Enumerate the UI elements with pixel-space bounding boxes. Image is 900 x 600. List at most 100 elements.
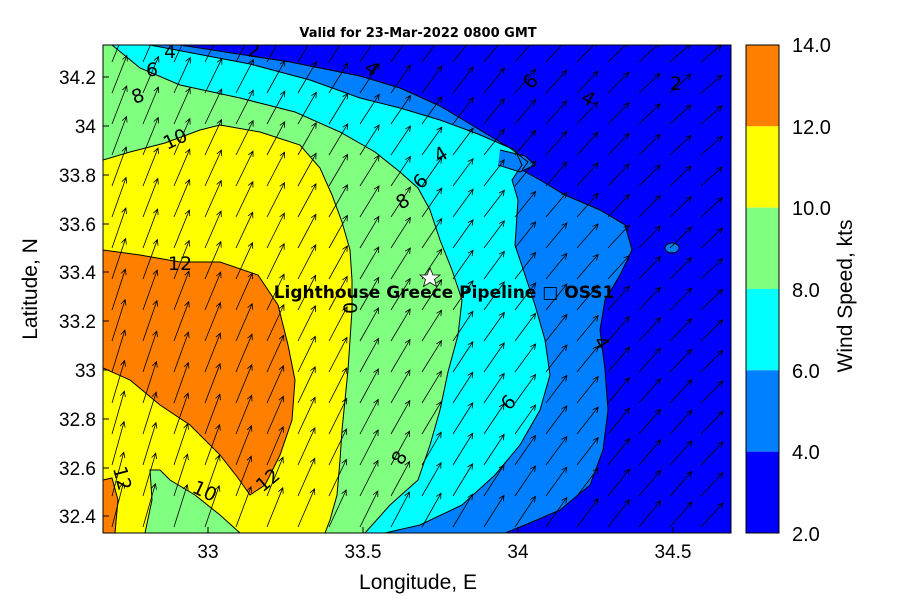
wind-arrow — [111, 329, 127, 373]
wind-arrow — [669, 165, 692, 187]
wind-arrow — [204, 210, 222, 249]
wind-arrow — [545, 69, 568, 94]
wind-arrow — [514, 465, 537, 497]
wind-arrow — [607, 71, 630, 94]
wind-arrow — [483, 220, 505, 249]
wind-arrow — [359, 215, 380, 249]
wind-arrow — [576, 284, 599, 311]
y-tick-label: 32.8 — [59, 410, 96, 431]
band-12-14 — [103, 250, 295, 495]
wind-arrow — [297, 335, 316, 373]
wind-arrow — [638, 378, 662, 404]
wind-arrow — [421, 278, 443, 311]
wind-arrow — [142, 360, 158, 404]
wind-arrow — [142, 421, 158, 466]
wind-arrow — [111, 146, 128, 187]
wind-arrow — [483, 128, 505, 156]
wind-arrow — [452, 127, 474, 156]
wind-arrow — [514, 312, 537, 342]
wind-arrow — [142, 299, 159, 342]
wind-arrow — [700, 166, 723, 187]
band-4-6-tongue — [498, 150, 535, 172]
wind-arrow — [700, 288, 724, 311]
wind-arrow — [452, 462, 474, 497]
x-axis: 33 33.5 34 34.5 Longitude, E — [197, 527, 691, 594]
wind-arrow — [297, 427, 316, 466]
colorbar-band — [746, 370, 779, 452]
colorbar-band — [746, 289, 779, 371]
wind-arrow — [173, 300, 190, 342]
wind-arrow — [173, 239, 191, 280]
wind-arrow — [669, 226, 693, 249]
wind-arrow — [421, 95, 443, 125]
wind-arrow — [390, 64, 412, 94]
wind-arrow — [607, 315, 630, 342]
wind-arrow — [111, 420, 126, 466]
wind-arrow — [607, 102, 630, 125]
wind-arrow — [266, 181, 285, 218]
wind-arrow — [328, 336, 348, 373]
wind-arrow — [297, 488, 316, 528]
wind-arrow — [266, 45, 278, 63]
y-tick-label: 32.6 — [59, 459, 96, 480]
wind-arrow — [359, 307, 380, 342]
wind-arrow — [328, 306, 348, 342]
wind-arrow — [452, 218, 474, 249]
wind-arrow — [266, 334, 285, 373]
wind-arrow — [483, 189, 505, 218]
wind-arrow — [669, 104, 692, 125]
wind-arrow — [700, 227, 724, 249]
wind-arrow — [328, 489, 347, 528]
wind-arrow — [452, 96, 474, 125]
wind-arrow — [545, 466, 568, 497]
wind-arrow — [204, 362, 221, 404]
contour-label: 0 — [340, 302, 362, 314]
contour-label: 6 — [146, 59, 158, 81]
wind-arrow — [545, 313, 568, 342]
wind-arrow — [452, 432, 474, 466]
site-star-icon — [418, 266, 442, 288]
wind-arrow — [514, 495, 536, 528]
wind-arrow — [173, 422, 189, 466]
wind-arrow — [204, 57, 223, 94]
wind-arrow — [576, 345, 599, 373]
wind-arrow — [483, 433, 505, 466]
colorbar-tick-label: 4.0 — [792, 442, 820, 464]
wind-arrow — [266, 59, 286, 94]
wind-arrow — [328, 153, 349, 187]
wind-arrow — [669, 45, 691, 63]
band-4-6-spot — [665, 243, 679, 253]
wind-arrow — [638, 469, 662, 497]
wind-arrow — [297, 91, 317, 125]
wind-arrow — [142, 391, 158, 435]
wind-arrow — [514, 190, 537, 218]
wind-arrow — [452, 188, 474, 218]
wind-arrow — [235, 89, 254, 125]
wind-arrow — [483, 45, 499, 63]
wind-arrow — [421, 217, 443, 249]
wind-arrow — [452, 249, 474, 280]
wind-arrow — [576, 45, 597, 63]
y-tick-label: 33.2 — [59, 312, 96, 333]
wind-arrow — [204, 118, 223, 156]
colorbar-tick-label: 6.0 — [792, 361, 820, 383]
wind-arrow — [638, 286, 662, 311]
wind-arrow — [204, 149, 222, 187]
wind-arrow — [576, 436, 599, 466]
wind-arrow — [452, 157, 474, 187]
wind-arrow — [607, 254, 630, 280]
colorbar-tick-label: 2.0 — [792, 524, 820, 546]
wind-arrow — [390, 94, 412, 125]
wind-arrow — [111, 176, 128, 218]
wind-arrow — [607, 163, 630, 187]
wind-arrow — [111, 207, 127, 249]
wind-arrow — [576, 253, 599, 280]
wind-arrow — [421, 187, 443, 218]
wind-arrow — [173, 361, 190, 404]
wind-arrow — [638, 133, 661, 156]
wind-arrow — [390, 216, 411, 249]
wind-arrow — [638, 408, 662, 435]
wind-arrow — [328, 214, 348, 249]
wind-arrow — [607, 285, 630, 311]
wind-arrow — [297, 457, 316, 497]
